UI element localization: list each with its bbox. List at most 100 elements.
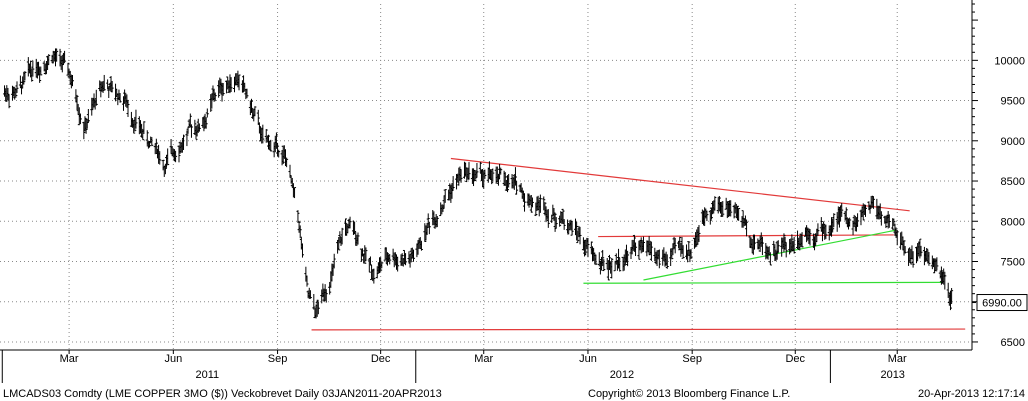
ohlc-bar — [55, 48, 59, 62]
ohlc-bar — [891, 218, 895, 230]
ohlc-bar — [379, 257, 383, 272]
ohlc-bar — [871, 196, 875, 209]
ohlc-bar — [657, 249, 661, 269]
ohlc-bar — [84, 117, 88, 134]
ohlc-bar — [353, 221, 357, 235]
ohlc-bar — [163, 163, 167, 175]
ohlc-bar — [380, 261, 384, 269]
ohlc-bar — [337, 237, 341, 251]
ohlc-bar — [554, 217, 558, 230]
ohlc-bar — [441, 204, 445, 212]
ohlc-bar — [356, 232, 360, 245]
ohlc-bar — [450, 183, 454, 199]
ohlc-bar — [552, 208, 556, 221]
ohlc-bar — [39, 66, 43, 76]
x-month-label-2011-03-01: Mar — [60, 353, 79, 365]
x-year-label-2012: 2012 — [610, 369, 634, 381]
ohlc-bar — [368, 256, 372, 266]
ohlc-bar — [745, 219, 749, 237]
ohlc-bar — [101, 80, 105, 93]
ohlc-bar — [475, 162, 479, 178]
ohlc-bar — [665, 254, 669, 269]
ohlc-bar — [634, 242, 638, 256]
ohlc-bar — [490, 170, 494, 185]
ohlc-bar — [594, 254, 598, 266]
ohlc-bar — [713, 196, 717, 211]
ohlc-bar — [189, 124, 193, 138]
ohlc-bar — [7, 94, 11, 109]
ohlc-bar — [483, 169, 487, 179]
ohlc-bar — [364, 247, 368, 262]
ohlc-bar — [182, 134, 186, 150]
ohlc-bar — [102, 74, 106, 91]
ohlc-bar — [816, 223, 820, 236]
trend-line-0 — [450, 157, 910, 212]
ohlc-bar — [134, 109, 138, 129]
y-tick-label-10000: 10000 — [994, 55, 1025, 67]
ohlc-bar — [14, 88, 18, 98]
ohlc-bar — [562, 219, 566, 230]
ohlc-bar — [617, 248, 621, 269]
ohlc-bar — [315, 299, 319, 317]
ohlc-bar — [158, 151, 162, 165]
ohlc-bar — [566, 219, 570, 234]
trend-line-1 — [598, 234, 894, 238]
trend-line-4 — [583, 281, 943, 284]
ohlc-bar — [737, 207, 741, 221]
ohlc-bar — [927, 252, 931, 266]
y-tick-label-9500: 9500 — [1001, 96, 1025, 108]
ohlc-bar — [911, 251, 915, 268]
ohlc-bar — [217, 80, 221, 98]
copyright-caption: Copyright© 2013 Bloomberg Finance L.P. — [588, 388, 790, 400]
ohlc-bar — [202, 117, 206, 132]
ohlc-bar — [530, 197, 534, 208]
ohlc-bar — [266, 134, 270, 150]
ohlc-bar — [328, 281, 332, 295]
ohlc-bar — [575, 221, 579, 241]
x-year-label-2011: 2011 — [195, 369, 219, 381]
ohlc-bar — [288, 164, 292, 178]
ohlc-bar — [344, 218, 348, 236]
ohlc-bar — [687, 241, 691, 256]
x-month-label-2012-03-01: Mar — [474, 353, 493, 365]
ohlc-bar — [717, 196, 721, 212]
ohlc-bar — [909, 248, 913, 265]
ohlc-bar — [277, 149, 281, 158]
ohlc-bar — [324, 289, 328, 303]
ohlc-bar — [297, 220, 301, 233]
ohlc-bar — [610, 257, 614, 279]
ohlc-bar — [31, 60, 35, 77]
ohlc-bar — [473, 169, 477, 182]
ohlc-bar — [177, 145, 181, 163]
trend-line-2 — [311, 328, 966, 331]
ohlc-bar — [145, 130, 149, 147]
ohlc-bar — [269, 139, 273, 152]
ohlc-bar — [110, 80, 114, 93]
ohlc-bar — [293, 187, 297, 199]
ohlc-bar — [499, 167, 503, 175]
ohlc-bar — [274, 132, 278, 149]
ohlc-bar — [760, 236, 764, 256]
ohlc-bar — [725, 201, 729, 219]
ohlc-bar — [396, 256, 400, 272]
ohlc-bar — [404, 253, 408, 266]
ohlc-bar — [902, 240, 906, 256]
x-month-label-2012-09-01: Sep — [682, 353, 702, 365]
ohlc-bar — [558, 215, 562, 227]
ohlc-bar — [946, 282, 950, 298]
ohlc-bar — [188, 113, 192, 128]
y-tick-label-8000: 8000 — [1001, 216, 1025, 228]
ohlc-bar — [86, 108, 90, 123]
ohlc-bar — [546, 209, 550, 228]
ohlc-bar — [367, 257, 371, 273]
ohlc-bar — [467, 162, 471, 180]
timestamp-caption: 20-Apr-2013 12:17:14 — [918, 388, 1025, 400]
ohlc-bar — [22, 71, 26, 85]
ohlc-bar — [6, 87, 10, 101]
ohlc-bar — [935, 257, 939, 271]
ohlc-bar — [586, 238, 590, 258]
ohlc-bar — [534, 202, 538, 217]
ohlc-bar — [66, 62, 70, 76]
ohlc-bar — [507, 174, 511, 188]
ohlc-bar — [903, 246, 907, 254]
